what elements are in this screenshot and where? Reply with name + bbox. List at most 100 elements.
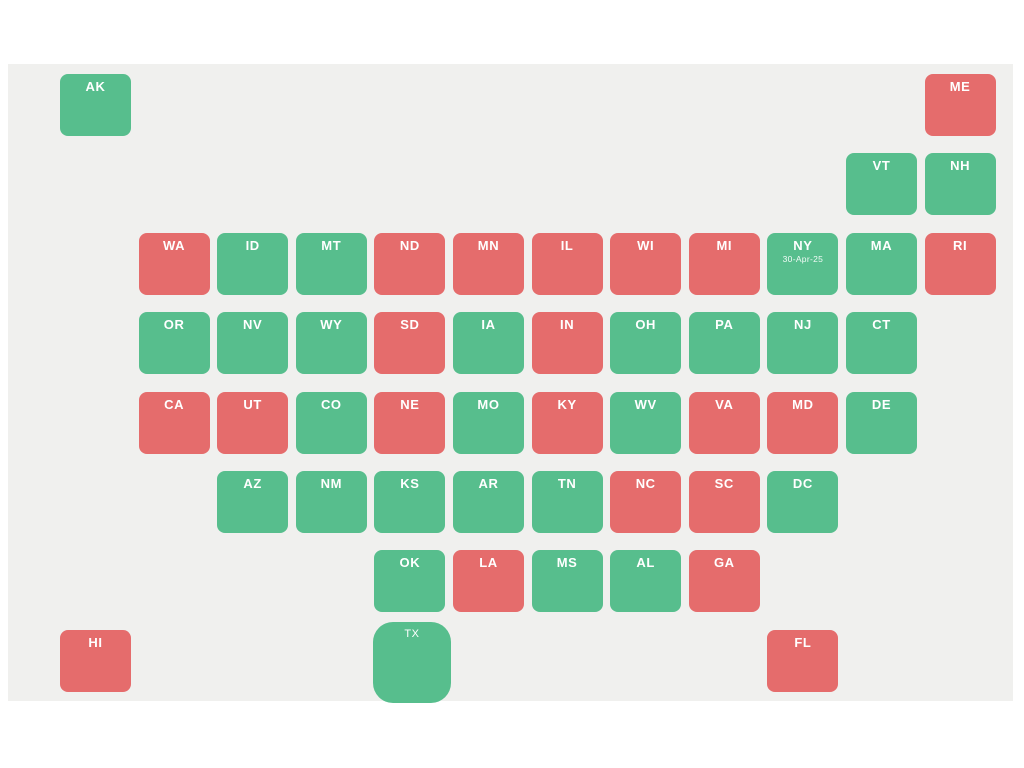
state-tile-ms[interactable]: MS xyxy=(531,550,603,613)
state-tile-la[interactable]: LA xyxy=(453,550,524,613)
state-abbr-label: NM xyxy=(320,476,342,491)
state-tile-va[interactable]: VA xyxy=(688,391,760,454)
state-abbr-label: OR xyxy=(163,317,185,333)
state-tile-ks[interactable]: KS xyxy=(374,471,446,533)
state-abbr-label: SC xyxy=(714,476,734,491)
state-tile-in[interactable]: IN xyxy=(531,312,603,375)
state-tile-ca[interactable]: CA xyxy=(138,391,210,454)
state-abbr-label: MI xyxy=(716,237,733,253)
state-abbr-label: MN xyxy=(477,237,500,253)
state-abbr-label: ND xyxy=(399,237,420,253)
state-tile-pa[interactable]: PA xyxy=(688,312,760,375)
state-abbr-label: GA xyxy=(713,555,735,571)
state-tile-ak[interactable]: AK xyxy=(60,74,131,136)
state-tile-ia[interactable]: IA xyxy=(453,312,524,375)
state-abbr-label: WY xyxy=(320,317,343,333)
state-abbr-label: LA xyxy=(479,555,498,571)
state-tile-ct[interactable]: CT xyxy=(846,312,917,375)
state-tile-nh[interactable]: NH xyxy=(924,153,996,216)
state-abbr-label: ME xyxy=(949,79,971,94)
state-date-label: 30-Apr-25 xyxy=(782,253,824,264)
state-tile-nm[interactable]: NM xyxy=(295,471,367,533)
state-tile-ny[interactable]: NY 30-Apr-25 xyxy=(767,232,839,295)
state-abbr-label: DC xyxy=(792,476,813,491)
state-abbr-label: TN xyxy=(557,476,577,491)
state-tile-mo[interactable]: MO xyxy=(453,391,524,454)
state-abbr-label: CO xyxy=(320,396,342,412)
state-abbr-label: VT xyxy=(872,158,891,174)
state-abbr-label: IA xyxy=(481,317,496,333)
state-tile-wa[interactable]: WA xyxy=(138,232,210,295)
state-abbr-label: AK xyxy=(85,79,106,94)
state-tile-mn[interactable]: MN xyxy=(453,232,524,295)
state-tile-mt[interactable]: MT xyxy=(295,232,367,295)
state-tile-ky[interactable]: KY xyxy=(531,391,603,454)
state-tile-ga[interactable]: GA xyxy=(688,550,760,613)
state-abbr-label: CA xyxy=(164,396,185,412)
state-abbr-label: MD xyxy=(792,396,814,412)
state-abbr-label: PA xyxy=(715,317,734,333)
state-abbr-label: KY xyxy=(557,396,577,412)
state-abbr-label: AZ xyxy=(243,476,262,491)
state-abbr-label: NJ xyxy=(793,317,812,333)
state-abbr-label: CT xyxy=(872,317,891,333)
state-tile-vt[interactable]: VT xyxy=(846,153,917,216)
state-abbr-label: AL xyxy=(636,555,655,571)
state-tile-or[interactable]: OR xyxy=(138,312,210,375)
state-abbr-label: MA xyxy=(870,237,893,253)
state-abbr-label: MO xyxy=(477,396,500,412)
state-abbr-label: NY xyxy=(793,237,813,253)
state-tile-ma[interactable]: MA xyxy=(846,232,917,295)
state-tile-sd[interactable]: SD xyxy=(374,312,446,375)
state-abbr-label: OK xyxy=(399,555,421,571)
state-tile-ar[interactable]: AR xyxy=(453,471,524,533)
state-abbr-label: NC xyxy=(635,476,656,491)
state-tile-ok[interactable]: OK xyxy=(374,550,446,613)
state-abbr-label: SD xyxy=(400,317,420,333)
state-tile-co[interactable]: CO xyxy=(295,391,367,454)
state-tile-tx[interactable]: TX xyxy=(373,622,451,703)
state-tile-mi[interactable]: MI xyxy=(688,232,760,295)
state-tile-tn[interactable]: TN xyxy=(531,471,603,533)
state-tile-me[interactable]: ME xyxy=(924,74,996,136)
state-tile-md[interactable]: MD xyxy=(767,391,839,454)
state-tile-wv[interactable]: WV xyxy=(610,391,682,454)
state-tile-az[interactable]: AZ xyxy=(217,471,289,533)
state-abbr-label: AR xyxy=(478,476,499,491)
state-abbr-label: WI xyxy=(637,237,655,253)
state-tile-ri[interactable]: RI xyxy=(924,232,996,295)
state-abbr-label: FL xyxy=(794,634,812,650)
state-abbr-label: MS xyxy=(556,555,578,571)
state-tile-hi[interactable]: HI xyxy=(60,629,131,692)
state-tile-dc[interactable]: DC xyxy=(767,471,839,533)
state-abbr-label: RI xyxy=(952,237,968,253)
state-abbr-label: KS xyxy=(400,476,420,491)
state-abbr-label: TX xyxy=(404,628,420,640)
state-tile-wi[interactable]: WI xyxy=(610,232,682,295)
state-tile-fl[interactable]: FL xyxy=(767,629,839,692)
state-abbr-label: MT xyxy=(321,237,342,253)
state-tile-nv[interactable]: NV xyxy=(217,312,289,375)
state-tile-al[interactable]: AL xyxy=(610,550,682,613)
state-tile-wy[interactable]: WY xyxy=(295,312,367,375)
state-tile-nd[interactable]: ND xyxy=(374,232,446,295)
state-abbr-label: WV xyxy=(634,396,657,412)
state-abbr-label: IN xyxy=(559,317,575,333)
state-abbr-label: NE xyxy=(400,396,420,412)
state-tile-id[interactable]: ID xyxy=(217,232,289,295)
state-tile-nc[interactable]: NC xyxy=(610,471,682,533)
state-abbr-label: IL xyxy=(560,237,574,253)
state-tile-oh[interactable]: OH xyxy=(610,312,682,375)
state-tile-ne[interactable]: NE xyxy=(374,391,446,454)
state-tile-sc[interactable]: SC xyxy=(688,471,760,533)
state-tile-ut[interactable]: UT xyxy=(217,391,289,454)
state-abbr-label: HI xyxy=(88,634,103,650)
state-abbr-label: ID xyxy=(245,237,260,253)
state-abbr-label: NH xyxy=(950,158,971,174)
state-tile-il[interactable]: IL xyxy=(531,232,603,295)
state-tile-nj[interactable]: NJ xyxy=(767,312,839,375)
state-tile-de[interactable]: DE xyxy=(846,391,917,454)
state-abbr-label: UT xyxy=(243,396,262,412)
